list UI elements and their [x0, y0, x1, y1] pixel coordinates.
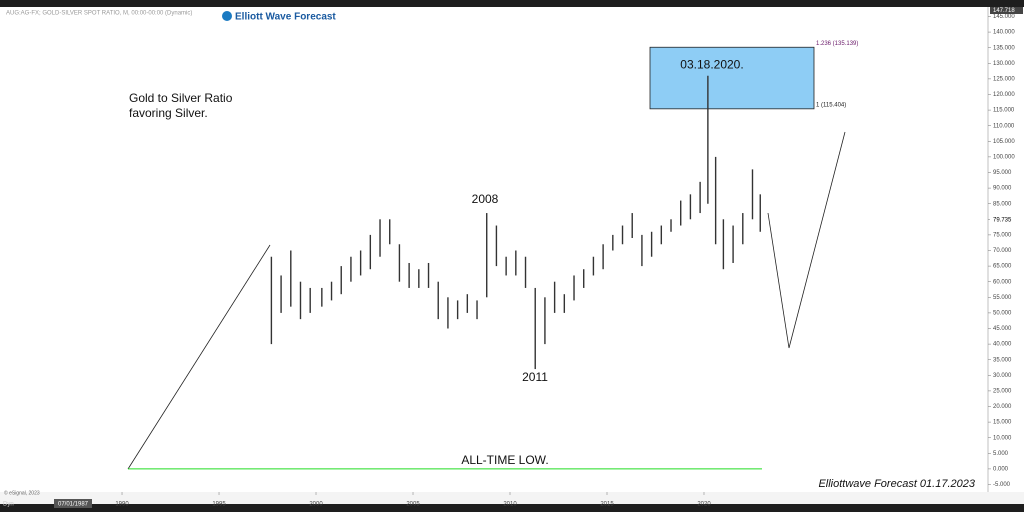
y-tick-label: 85.000	[993, 201, 1012, 207]
x-tick-label: 2010	[503, 502, 517, 508]
label-2008: 2008	[472, 192, 499, 206]
y-tick-label: 10.000	[993, 435, 1012, 441]
x-tick-label: 1995	[212, 502, 226, 508]
projection-line	[767, 131, 846, 349]
y-tick-label: 90.000	[993, 186, 1012, 192]
top-price: 147.718	[993, 8, 1015, 14]
x-tick-label: 2005	[406, 502, 420, 508]
x-axis-panel	[0, 492, 1024, 504]
current-price: 79.735	[993, 218, 1012, 224]
y-tick-label: 60.000	[993, 279, 1012, 285]
x-tick-label: 1990	[115, 502, 129, 508]
y-tick-label: 25.000	[993, 388, 1012, 394]
header: AUG:AG-FX; GOLD-SILVER SPOT RATIO, M, 00…	[6, 11, 192, 17]
y-tick-label: 15.000	[993, 420, 1012, 426]
fib-label: 1 (115.404)	[816, 102, 846, 108]
peak-label: 03.18.2020.	[680, 57, 743, 71]
y-tick-label: 45.000	[993, 326, 1012, 332]
y-tick-label: 105.000	[993, 139, 1015, 145]
y-tick-label: 5.000	[993, 451, 1009, 457]
y-tick-label: 65.000	[993, 264, 1012, 270]
fib-label: 1.236 (135.139)	[816, 41, 858, 47]
y-tick-label: 35.000	[993, 357, 1012, 363]
logo-icon	[222, 11, 232, 21]
y-tick-label: 0.000	[993, 466, 1009, 472]
all-time-low-label: ALL-TIME LOW.	[461, 453, 548, 467]
y-tick-label: 135.000	[993, 45, 1015, 51]
note: favoring Silver.	[129, 106, 208, 120]
logo: Elliott Wave Forecast	[235, 12, 336, 23]
y-tick-label: 55.000	[993, 295, 1012, 301]
y-tick-label: 115.000	[993, 108, 1015, 114]
current-price-box	[990, 216, 1023, 225]
y-tick-label: 110.000	[993, 123, 1015, 129]
fib-box	[649, 46, 815, 110]
y-tick-label: 100.000	[993, 154, 1015, 160]
y-tick-label: 75.000	[993, 232, 1012, 238]
y-axis-panel	[988, 7, 1024, 492]
label-2011: 2011	[522, 370, 548, 384]
x-tick-label: 2000	[309, 502, 323, 508]
y-tick-label: 125.000	[993, 76, 1015, 82]
y-tick-label: 50.000	[993, 310, 1012, 316]
top-price-box	[990, 7, 1023, 14]
cursor-date: 07/01/1987	[58, 502, 89, 508]
y-tick-label: -5.000	[993, 482, 1011, 488]
y-tick-label: 70.000	[993, 248, 1012, 254]
plot-area	[0, 7, 988, 492]
copyright: © eSignal, 2023	[4, 489, 40, 496]
y-tick-label: 30.000	[993, 373, 1012, 379]
footer: Elliottwave Forecast 01.17.2023	[818, 478, 975, 490]
y-tick-label: 145.000	[993, 14, 1015, 20]
note: Gold to Silver Ratio	[129, 91, 233, 105]
y-tick-label: 120.000	[993, 92, 1015, 98]
y-tick-label: 140.000	[993, 30, 1015, 36]
cursor-date-box	[54, 499, 92, 508]
mode: Dyn	[3, 502, 14, 508]
x-tick-label: 2020	[697, 502, 711, 508]
y-tick-label: 40.000	[993, 342, 1012, 348]
x-tick-label: 2015	[600, 502, 614, 508]
y-tick-label: 95.000	[993, 170, 1012, 176]
y-tick-label: 130.000	[993, 61, 1015, 67]
wave-line	[127, 244, 271, 470]
y-tick-label: 20.000	[993, 404, 1012, 410]
